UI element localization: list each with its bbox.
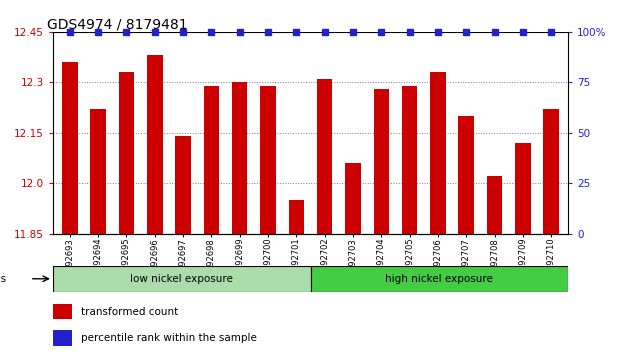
Bar	[175, 136, 191, 234]
Bar	[289, 200, 304, 234]
Bar	[373, 89, 389, 234]
Bar	[232, 82, 248, 234]
Bar	[53, 330, 73, 346]
Bar	[310, 266, 568, 292]
Bar	[317, 79, 332, 234]
Bar	[119, 72, 134, 234]
Text: transformed count: transformed count	[81, 307, 178, 317]
Bar	[345, 163, 361, 234]
Text: high nickel exposure: high nickel exposure	[386, 274, 493, 284]
Bar	[458, 116, 474, 234]
Text: low nickel exposure: low nickel exposure	[130, 274, 233, 284]
Bar	[543, 109, 559, 234]
Bar	[515, 143, 531, 234]
Text: stress: stress	[0, 274, 10, 284]
Bar	[204, 86, 219, 234]
Bar	[430, 72, 446, 234]
Text: GDS4974 / 8179481: GDS4974 / 8179481	[47, 18, 187, 32]
Bar	[90, 109, 106, 234]
Bar	[53, 304, 73, 319]
Bar	[53, 266, 310, 292]
Bar	[62, 62, 78, 234]
Bar	[487, 176, 502, 234]
Bar	[402, 86, 417, 234]
Bar	[147, 55, 163, 234]
Text: percentile rank within the sample: percentile rank within the sample	[81, 333, 257, 343]
Bar	[260, 86, 276, 234]
